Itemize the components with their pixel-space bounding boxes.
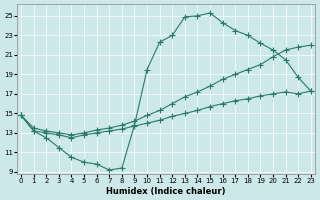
X-axis label: Humidex (Indice chaleur): Humidex (Indice chaleur): [106, 187, 226, 196]
